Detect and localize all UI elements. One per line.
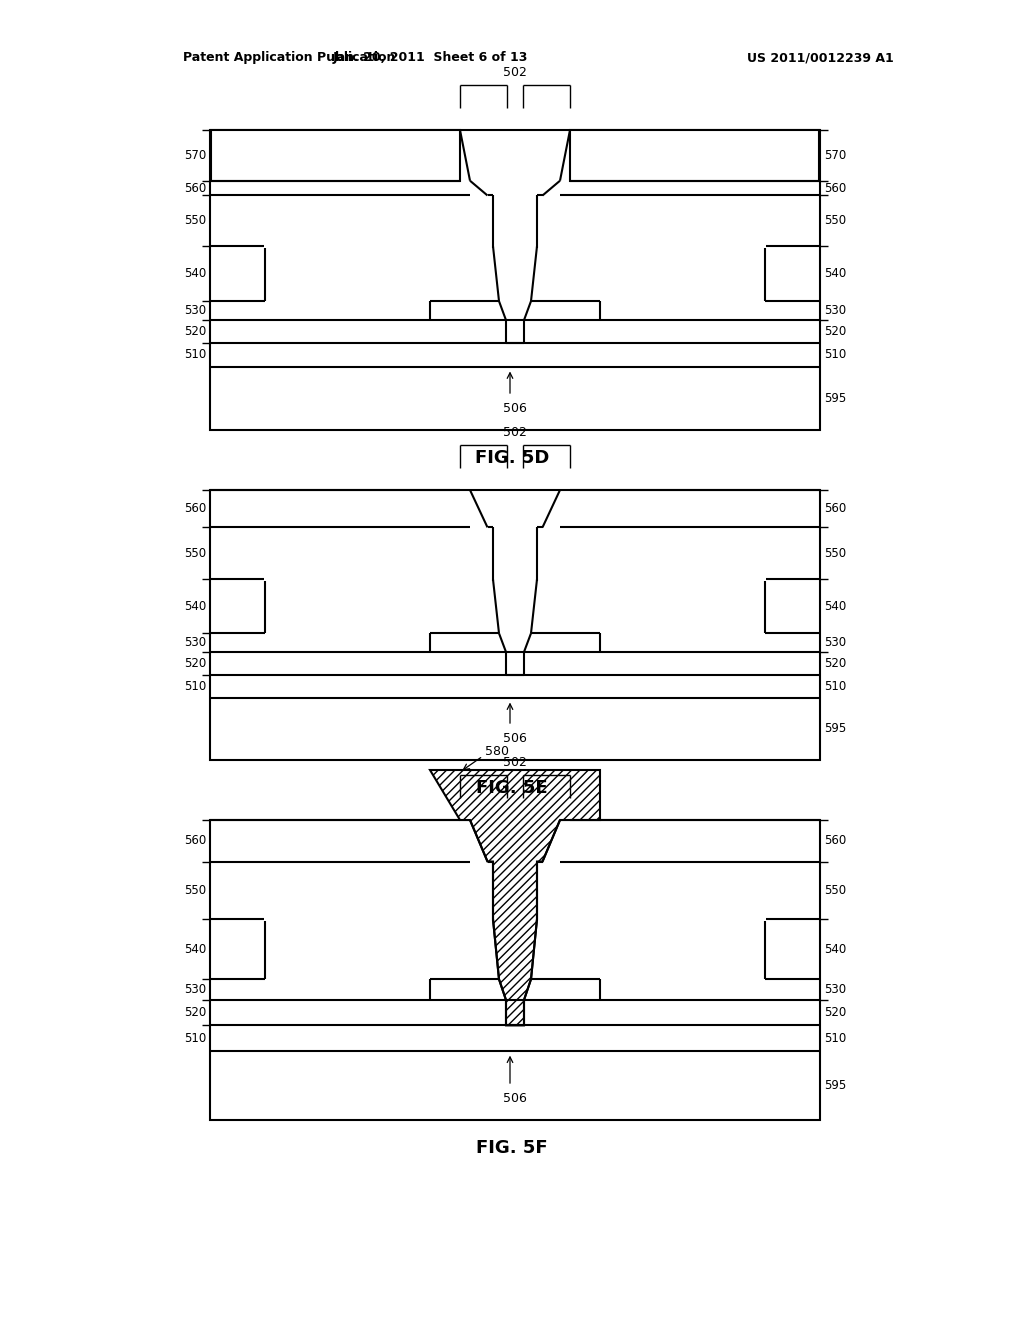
Text: 540: 540 <box>824 599 846 612</box>
Text: Jan. 20, 2011  Sheet 6 of 13: Jan. 20, 2011 Sheet 6 of 13 <box>333 51 527 65</box>
Text: 502: 502 <box>503 66 527 78</box>
Text: 510: 510 <box>824 680 846 693</box>
Text: 560: 560 <box>183 834 206 847</box>
Text: FIG. 5F: FIG. 5F <box>476 1139 548 1158</box>
Text: 510: 510 <box>183 1031 206 1044</box>
Text: 550: 550 <box>824 214 846 227</box>
Text: 540: 540 <box>183 599 206 612</box>
Text: 520: 520 <box>824 1006 846 1019</box>
Bar <box>210 820 820 1119</box>
Text: Patent Application Publication: Patent Application Publication <box>183 51 395 65</box>
Text: 560: 560 <box>824 834 846 847</box>
Text: 595: 595 <box>824 392 846 405</box>
Text: 506: 506 <box>503 731 527 744</box>
Text: 510: 510 <box>824 1031 846 1044</box>
Text: 595: 595 <box>824 1078 846 1092</box>
Text: 580: 580 <box>485 746 509 759</box>
Text: 550: 550 <box>824 546 846 560</box>
Text: 540: 540 <box>824 942 846 956</box>
Bar <box>210 490 820 760</box>
Text: 530: 530 <box>184 983 206 997</box>
Text: 560: 560 <box>824 502 846 515</box>
Bar <box>570 129 819 181</box>
Text: 506: 506 <box>503 1092 527 1105</box>
Text: 520: 520 <box>183 657 206 671</box>
Text: US 2011/0012239 A1: US 2011/0012239 A1 <box>746 51 893 65</box>
Text: 506: 506 <box>503 401 527 414</box>
Text: 510: 510 <box>183 348 206 362</box>
Text: 540: 540 <box>183 267 206 280</box>
Text: 560: 560 <box>183 502 206 515</box>
Text: 550: 550 <box>184 214 206 227</box>
Polygon shape <box>430 770 600 1026</box>
Text: 520: 520 <box>824 657 846 671</box>
Bar <box>211 129 460 181</box>
Text: 530: 530 <box>184 304 206 317</box>
Text: 502: 502 <box>503 755 527 768</box>
Text: FIG. 5D: FIG. 5D <box>475 449 549 467</box>
Text: 520: 520 <box>183 1006 206 1019</box>
Bar <box>210 129 820 430</box>
Text: 530: 530 <box>824 983 846 997</box>
Text: 550: 550 <box>184 884 206 896</box>
Text: 540: 540 <box>183 942 206 956</box>
Text: 520: 520 <box>183 325 206 338</box>
Text: 560: 560 <box>824 182 846 194</box>
Text: 510: 510 <box>824 348 846 362</box>
Text: 570: 570 <box>183 149 206 162</box>
Text: 595: 595 <box>824 722 846 735</box>
Text: 570: 570 <box>824 149 846 162</box>
Text: 530: 530 <box>824 636 846 649</box>
Text: 540: 540 <box>824 267 846 280</box>
Text: 550: 550 <box>824 884 846 896</box>
Text: FIG. 5E: FIG. 5E <box>476 779 548 797</box>
Text: 520: 520 <box>824 325 846 338</box>
Text: 530: 530 <box>184 636 206 649</box>
Text: 550: 550 <box>184 546 206 560</box>
Text: 560: 560 <box>183 182 206 194</box>
Text: 510: 510 <box>183 680 206 693</box>
Text: 530: 530 <box>824 304 846 317</box>
Text: 502: 502 <box>503 425 527 438</box>
